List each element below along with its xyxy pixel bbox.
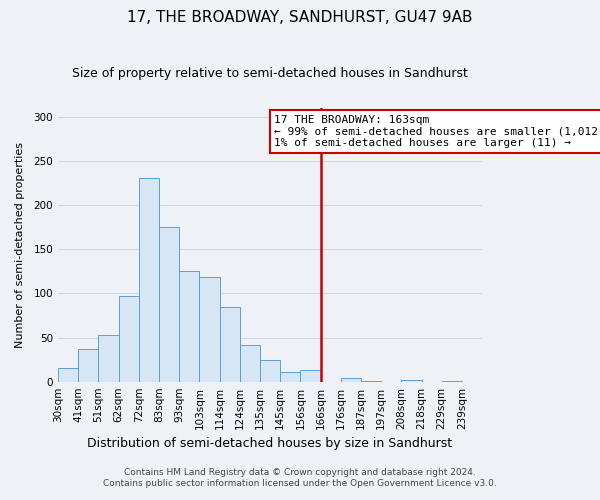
Title: Size of property relative to semi-detached houses in Sandhurst: Size of property relative to semi-detach… bbox=[72, 68, 468, 80]
Bar bbox=[179, 272, 199, 382]
Bar bbox=[98, 335, 119, 382]
Bar bbox=[159, 227, 179, 382]
X-axis label: Distribution of semi-detached houses by size in Sandhurst: Distribution of semi-detached houses by … bbox=[88, 437, 452, 450]
Bar bbox=[119, 296, 139, 382]
Bar bbox=[78, 349, 98, 382]
Bar bbox=[401, 380, 422, 382]
Bar bbox=[341, 378, 361, 382]
Bar bbox=[240, 344, 260, 382]
Bar bbox=[442, 381, 462, 382]
Y-axis label: Number of semi-detached properties: Number of semi-detached properties bbox=[15, 142, 25, 348]
Bar bbox=[58, 368, 78, 382]
Text: 17 THE BROADWAY: 163sqm
← 99% of semi-detached houses are smaller (1,012)
1% of : 17 THE BROADWAY: 163sqm ← 99% of semi-de… bbox=[274, 115, 600, 148]
Bar bbox=[301, 370, 320, 382]
Bar bbox=[199, 276, 220, 382]
Bar bbox=[220, 306, 240, 382]
Text: 17, THE BROADWAY, SANDHURST, GU47 9AB: 17, THE BROADWAY, SANDHURST, GU47 9AB bbox=[127, 10, 473, 25]
Text: Contains HM Land Registry data © Crown copyright and database right 2024.
Contai: Contains HM Land Registry data © Crown c… bbox=[103, 468, 497, 487]
Bar bbox=[139, 178, 159, 382]
Bar bbox=[361, 381, 381, 382]
Bar bbox=[260, 360, 280, 382]
Bar bbox=[280, 372, 301, 382]
